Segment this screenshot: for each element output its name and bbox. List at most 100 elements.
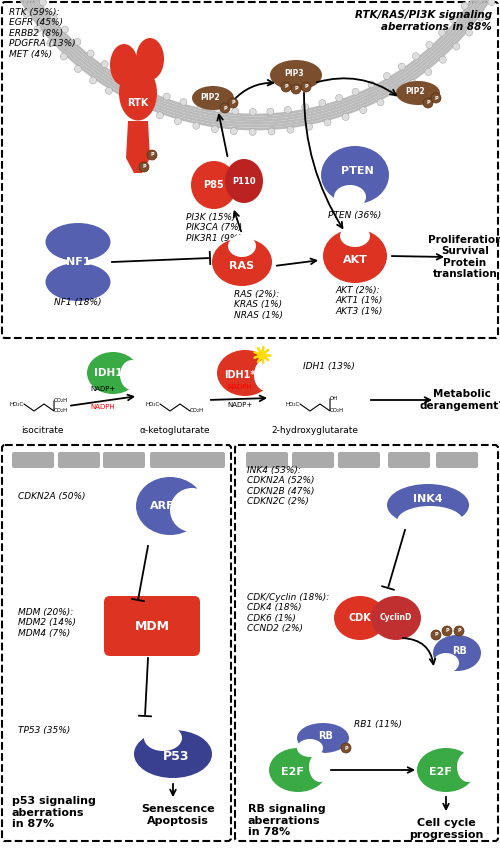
Circle shape xyxy=(90,77,96,84)
Circle shape xyxy=(258,351,266,359)
Polygon shape xyxy=(69,256,87,268)
Text: Senescence
Apoptosis: Senescence Apoptosis xyxy=(141,804,215,826)
Circle shape xyxy=(193,122,200,129)
Circle shape xyxy=(384,72,390,79)
Circle shape xyxy=(377,99,384,106)
Circle shape xyxy=(268,128,275,135)
Circle shape xyxy=(412,52,420,59)
Circle shape xyxy=(249,128,256,136)
FancyBboxPatch shape xyxy=(2,2,498,338)
Text: RTK/RAS/PI3K signaling
aberrations in 88%: RTK/RAS/PI3K signaling aberrations in 88… xyxy=(355,10,492,32)
FancyBboxPatch shape xyxy=(103,452,145,468)
FancyBboxPatch shape xyxy=(183,452,225,468)
Circle shape xyxy=(174,118,182,125)
Circle shape xyxy=(212,126,218,132)
Text: INK4: INK4 xyxy=(413,494,443,504)
Text: CyclinD: CyclinD xyxy=(380,613,412,623)
Text: TP53 (35%): TP53 (35%) xyxy=(18,726,70,734)
Ellipse shape xyxy=(254,359,278,391)
Circle shape xyxy=(147,87,154,94)
Circle shape xyxy=(302,103,308,111)
Text: MDM: MDM xyxy=(134,619,170,632)
FancyBboxPatch shape xyxy=(292,452,334,468)
Ellipse shape xyxy=(136,477,204,535)
Text: CDKN2A (50%): CDKN2A (50%) xyxy=(18,492,86,501)
Circle shape xyxy=(106,88,112,95)
Ellipse shape xyxy=(228,235,256,257)
Polygon shape xyxy=(126,121,150,173)
Text: NF1 (18%): NF1 (18%) xyxy=(54,298,102,307)
Circle shape xyxy=(306,123,312,130)
Text: P: P xyxy=(150,152,154,157)
Text: P: P xyxy=(284,84,288,89)
Ellipse shape xyxy=(217,350,273,396)
Text: P85: P85 xyxy=(204,180,225,190)
Circle shape xyxy=(301,82,311,92)
Text: HO₂C: HO₂C xyxy=(146,402,160,407)
Text: AKT: AKT xyxy=(342,255,367,265)
Ellipse shape xyxy=(433,653,459,673)
Circle shape xyxy=(228,98,238,108)
FancyBboxPatch shape xyxy=(436,452,478,468)
Text: RB: RB xyxy=(318,731,334,741)
Circle shape xyxy=(453,43,460,50)
Circle shape xyxy=(423,98,433,108)
Circle shape xyxy=(425,69,432,76)
Text: RB1 (11%): RB1 (11%) xyxy=(354,720,402,728)
Text: P: P xyxy=(426,101,430,106)
Circle shape xyxy=(284,107,292,114)
Ellipse shape xyxy=(191,161,237,209)
Text: P53: P53 xyxy=(163,750,189,763)
Text: P: P xyxy=(223,106,227,110)
Circle shape xyxy=(336,95,342,101)
Text: P: P xyxy=(142,164,146,169)
Circle shape xyxy=(324,119,331,126)
Ellipse shape xyxy=(297,739,323,757)
Circle shape xyxy=(131,79,138,86)
FancyBboxPatch shape xyxy=(12,452,54,468)
Text: P: P xyxy=(457,629,461,634)
Circle shape xyxy=(291,84,301,94)
Circle shape xyxy=(438,29,446,36)
FancyBboxPatch shape xyxy=(2,445,231,841)
Ellipse shape xyxy=(212,238,272,286)
Text: AKT (2%):
AKT1 (1%)
AKT3 (1%): AKT (2%): AKT1 (1%) AKT3 (1%) xyxy=(335,286,382,316)
Circle shape xyxy=(352,89,359,95)
Ellipse shape xyxy=(417,748,475,792)
Circle shape xyxy=(454,626,464,636)
Text: Metabolic
derangement?: Metabolic derangement? xyxy=(420,390,500,411)
Circle shape xyxy=(40,0,46,6)
Text: RB signaling
aberrations
in 78%: RB signaling aberrations in 78% xyxy=(248,804,326,837)
Text: NADP+: NADP+ xyxy=(228,402,252,408)
Text: HO₂C: HO₂C xyxy=(286,402,300,407)
Ellipse shape xyxy=(323,229,387,283)
Circle shape xyxy=(180,98,187,106)
Text: NADP+: NADP+ xyxy=(90,386,116,392)
Text: P: P xyxy=(434,95,438,101)
Text: P: P xyxy=(304,84,308,89)
Text: isocitrate: isocitrate xyxy=(21,426,63,435)
Circle shape xyxy=(398,63,406,71)
Text: CO₂H: CO₂H xyxy=(54,408,68,414)
Text: IDH1 (13%): IDH1 (13%) xyxy=(303,361,355,371)
Circle shape xyxy=(139,162,149,172)
Ellipse shape xyxy=(397,506,463,536)
Text: CDK: CDK xyxy=(348,613,372,623)
Circle shape xyxy=(342,114,349,120)
Circle shape xyxy=(431,93,441,103)
Text: p53 signaling
aberrations
in 87%: p53 signaling aberrations in 87% xyxy=(12,796,96,829)
Text: Proliferation
Survival
Protein
translation: Proliferation Survival Protein translati… xyxy=(428,235,500,280)
Circle shape xyxy=(74,65,82,72)
Circle shape xyxy=(410,80,416,87)
Ellipse shape xyxy=(46,223,110,261)
Ellipse shape xyxy=(46,263,110,301)
Text: P110: P110 xyxy=(232,176,256,186)
Ellipse shape xyxy=(225,159,263,203)
Ellipse shape xyxy=(340,225,370,247)
Circle shape xyxy=(220,103,230,113)
Ellipse shape xyxy=(170,488,214,532)
Circle shape xyxy=(50,13,57,20)
Text: INK4 (53%):
CDKN2A (52%)
CDKN2B (47%)
CDKN2C (2%): INK4 (53%): CDKN2A (52%) CDKN2B (47%) CD… xyxy=(247,466,314,507)
Text: RAS: RAS xyxy=(230,261,254,271)
Text: P: P xyxy=(445,629,449,634)
